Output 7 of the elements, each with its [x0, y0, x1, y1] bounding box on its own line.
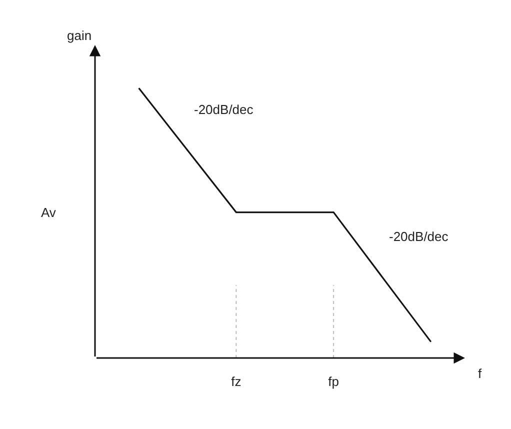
- x-axis-title: f: [478, 366, 482, 381]
- annotation: -20dB/dec: [389, 229, 449, 244]
- annotation: -20dB/dec: [194, 102, 254, 117]
- y-axis-title: gain: [67, 28, 92, 43]
- x-tick-label: fz: [231, 374, 242, 389]
- text: Av: [41, 205, 56, 220]
- x-tick-label: fp: [328, 374, 339, 389]
